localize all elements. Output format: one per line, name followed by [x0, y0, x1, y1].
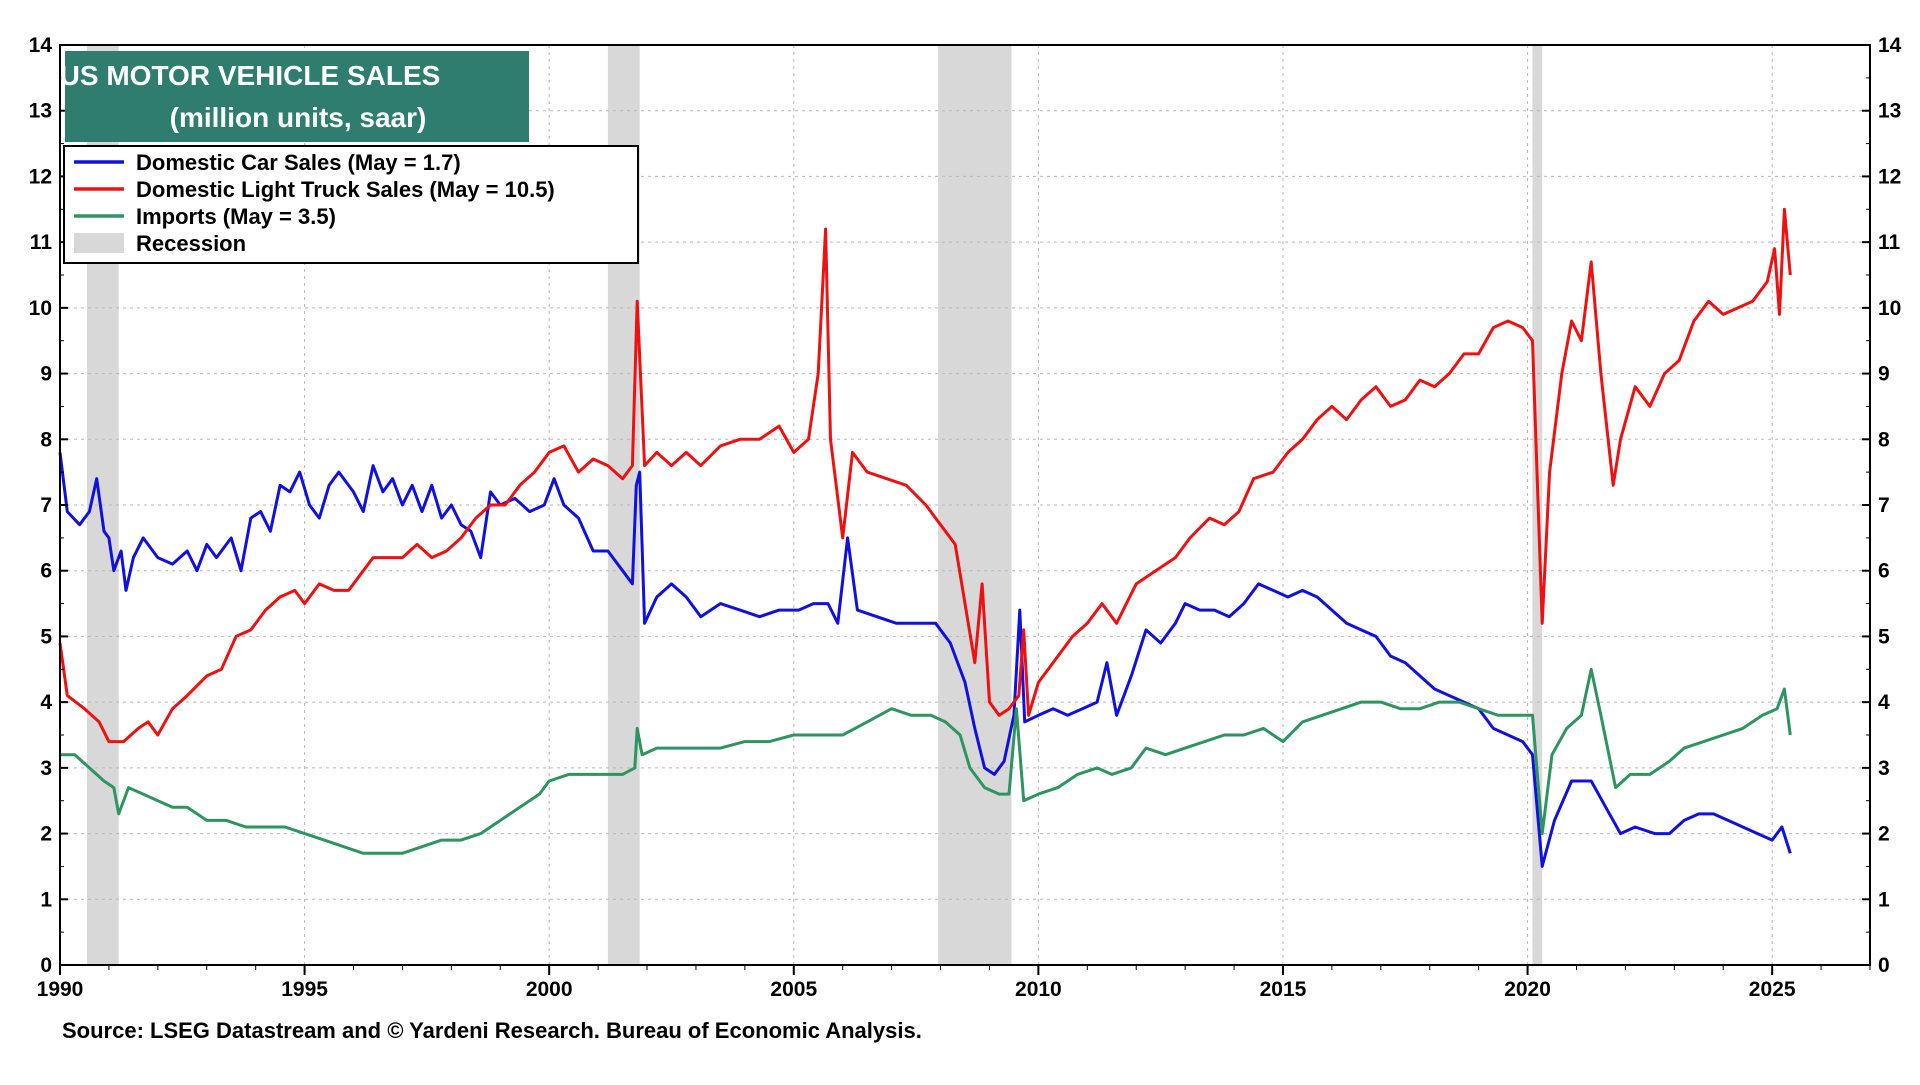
- y-tick-label-left: 5: [40, 625, 52, 648]
- legend-label: Recession: [136, 231, 246, 256]
- y-tick-label-left: 6: [40, 560, 52, 583]
- y-tick-label-right: 14: [1878, 34, 1902, 57]
- y-tick-label-left: 14: [29, 34, 53, 57]
- y-tick-label-right: 0: [1878, 954, 1890, 977]
- chart-subtitle: (million units, saar): [170, 102, 427, 133]
- x-tick-label: 2000: [526, 978, 573, 1001]
- series-lines: [58, 207, 1792, 868]
- y-tick-label-right: 11: [1878, 231, 1901, 254]
- y-tick-label-right: 4: [1878, 691, 1890, 714]
- legend-label: Domestic Car Sales (May = 1.7): [136, 150, 461, 175]
- y-tick-label-right: 12: [1878, 165, 1901, 188]
- y-tick-label-left: 2: [40, 823, 52, 846]
- x-tick-label: 2020: [1504, 978, 1551, 1001]
- series-line-imports: [60, 667, 1792, 855]
- y-tick-label-right: 5: [1878, 625, 1890, 648]
- y-tick-label-right: 1: [1878, 888, 1890, 911]
- x-tick-label: 2010: [1015, 978, 1062, 1001]
- y-tick-label-left: 0: [40, 954, 52, 977]
- y-tick-label-left: 13: [29, 100, 52, 123]
- y-tick-label-right: 10: [1878, 297, 1901, 320]
- x-tick-label: 1990: [37, 978, 84, 1001]
- x-tick-label: 2005: [770, 978, 817, 1001]
- y-tick-label-right: 3: [1878, 757, 1890, 780]
- legend-label: Imports (May = 3.5): [136, 204, 336, 229]
- y-tick-label-left: 12: [29, 165, 52, 188]
- x-tick-label: 2025: [1749, 978, 1796, 1001]
- chart-title-box: US MOTOR VEHICLE SALES (million units, s…: [60, 51, 529, 142]
- series-line-domestic-light-truck-sales: [58, 207, 1792, 744]
- y-tick-label-right: 7: [1878, 494, 1890, 517]
- y-tick-label-left: 3: [40, 757, 52, 780]
- y-tick-label-left: 8: [40, 428, 52, 451]
- x-tick-label: 2015: [1260, 978, 1307, 1001]
- series-line-domestic-car-sales: [58, 452, 1792, 868]
- source-note: Source: LSEG Datastream and © Yardeni Re…: [62, 1018, 922, 1043]
- title-background: [65, 51, 529, 142]
- legend-label: Domestic Light Truck Sales (May = 10.5): [136, 177, 555, 202]
- legend-swatch-box: [74, 233, 124, 253]
- y-tick-label-left: 1: [40, 888, 52, 911]
- y-tick-label-right: 13: [1878, 100, 1901, 123]
- legend-box: [63, 145, 639, 264]
- y-tick-label-left: 4: [40, 691, 52, 714]
- y-tick-label-left: 10: [29, 297, 52, 320]
- chart-title: US MOTOR VEHICLE SALES: [60, 60, 441, 91]
- y-tick-label-left: 9: [40, 363, 52, 386]
- x-tick-label: 1995: [281, 978, 328, 1001]
- y-tick-label-right: 9: [1878, 363, 1890, 386]
- y-tick-label-left: 11: [30, 231, 53, 254]
- legend: Domestic Car Sales (May = 1.7)Domestic L…: [63, 145, 639, 264]
- y-tick-label-right: 2: [1878, 823, 1890, 846]
- y-tick-label-right: 8: [1878, 428, 1890, 451]
- y-tick-label-left: 7: [40, 494, 52, 517]
- y-tick-label-right: 6: [1878, 560, 1890, 583]
